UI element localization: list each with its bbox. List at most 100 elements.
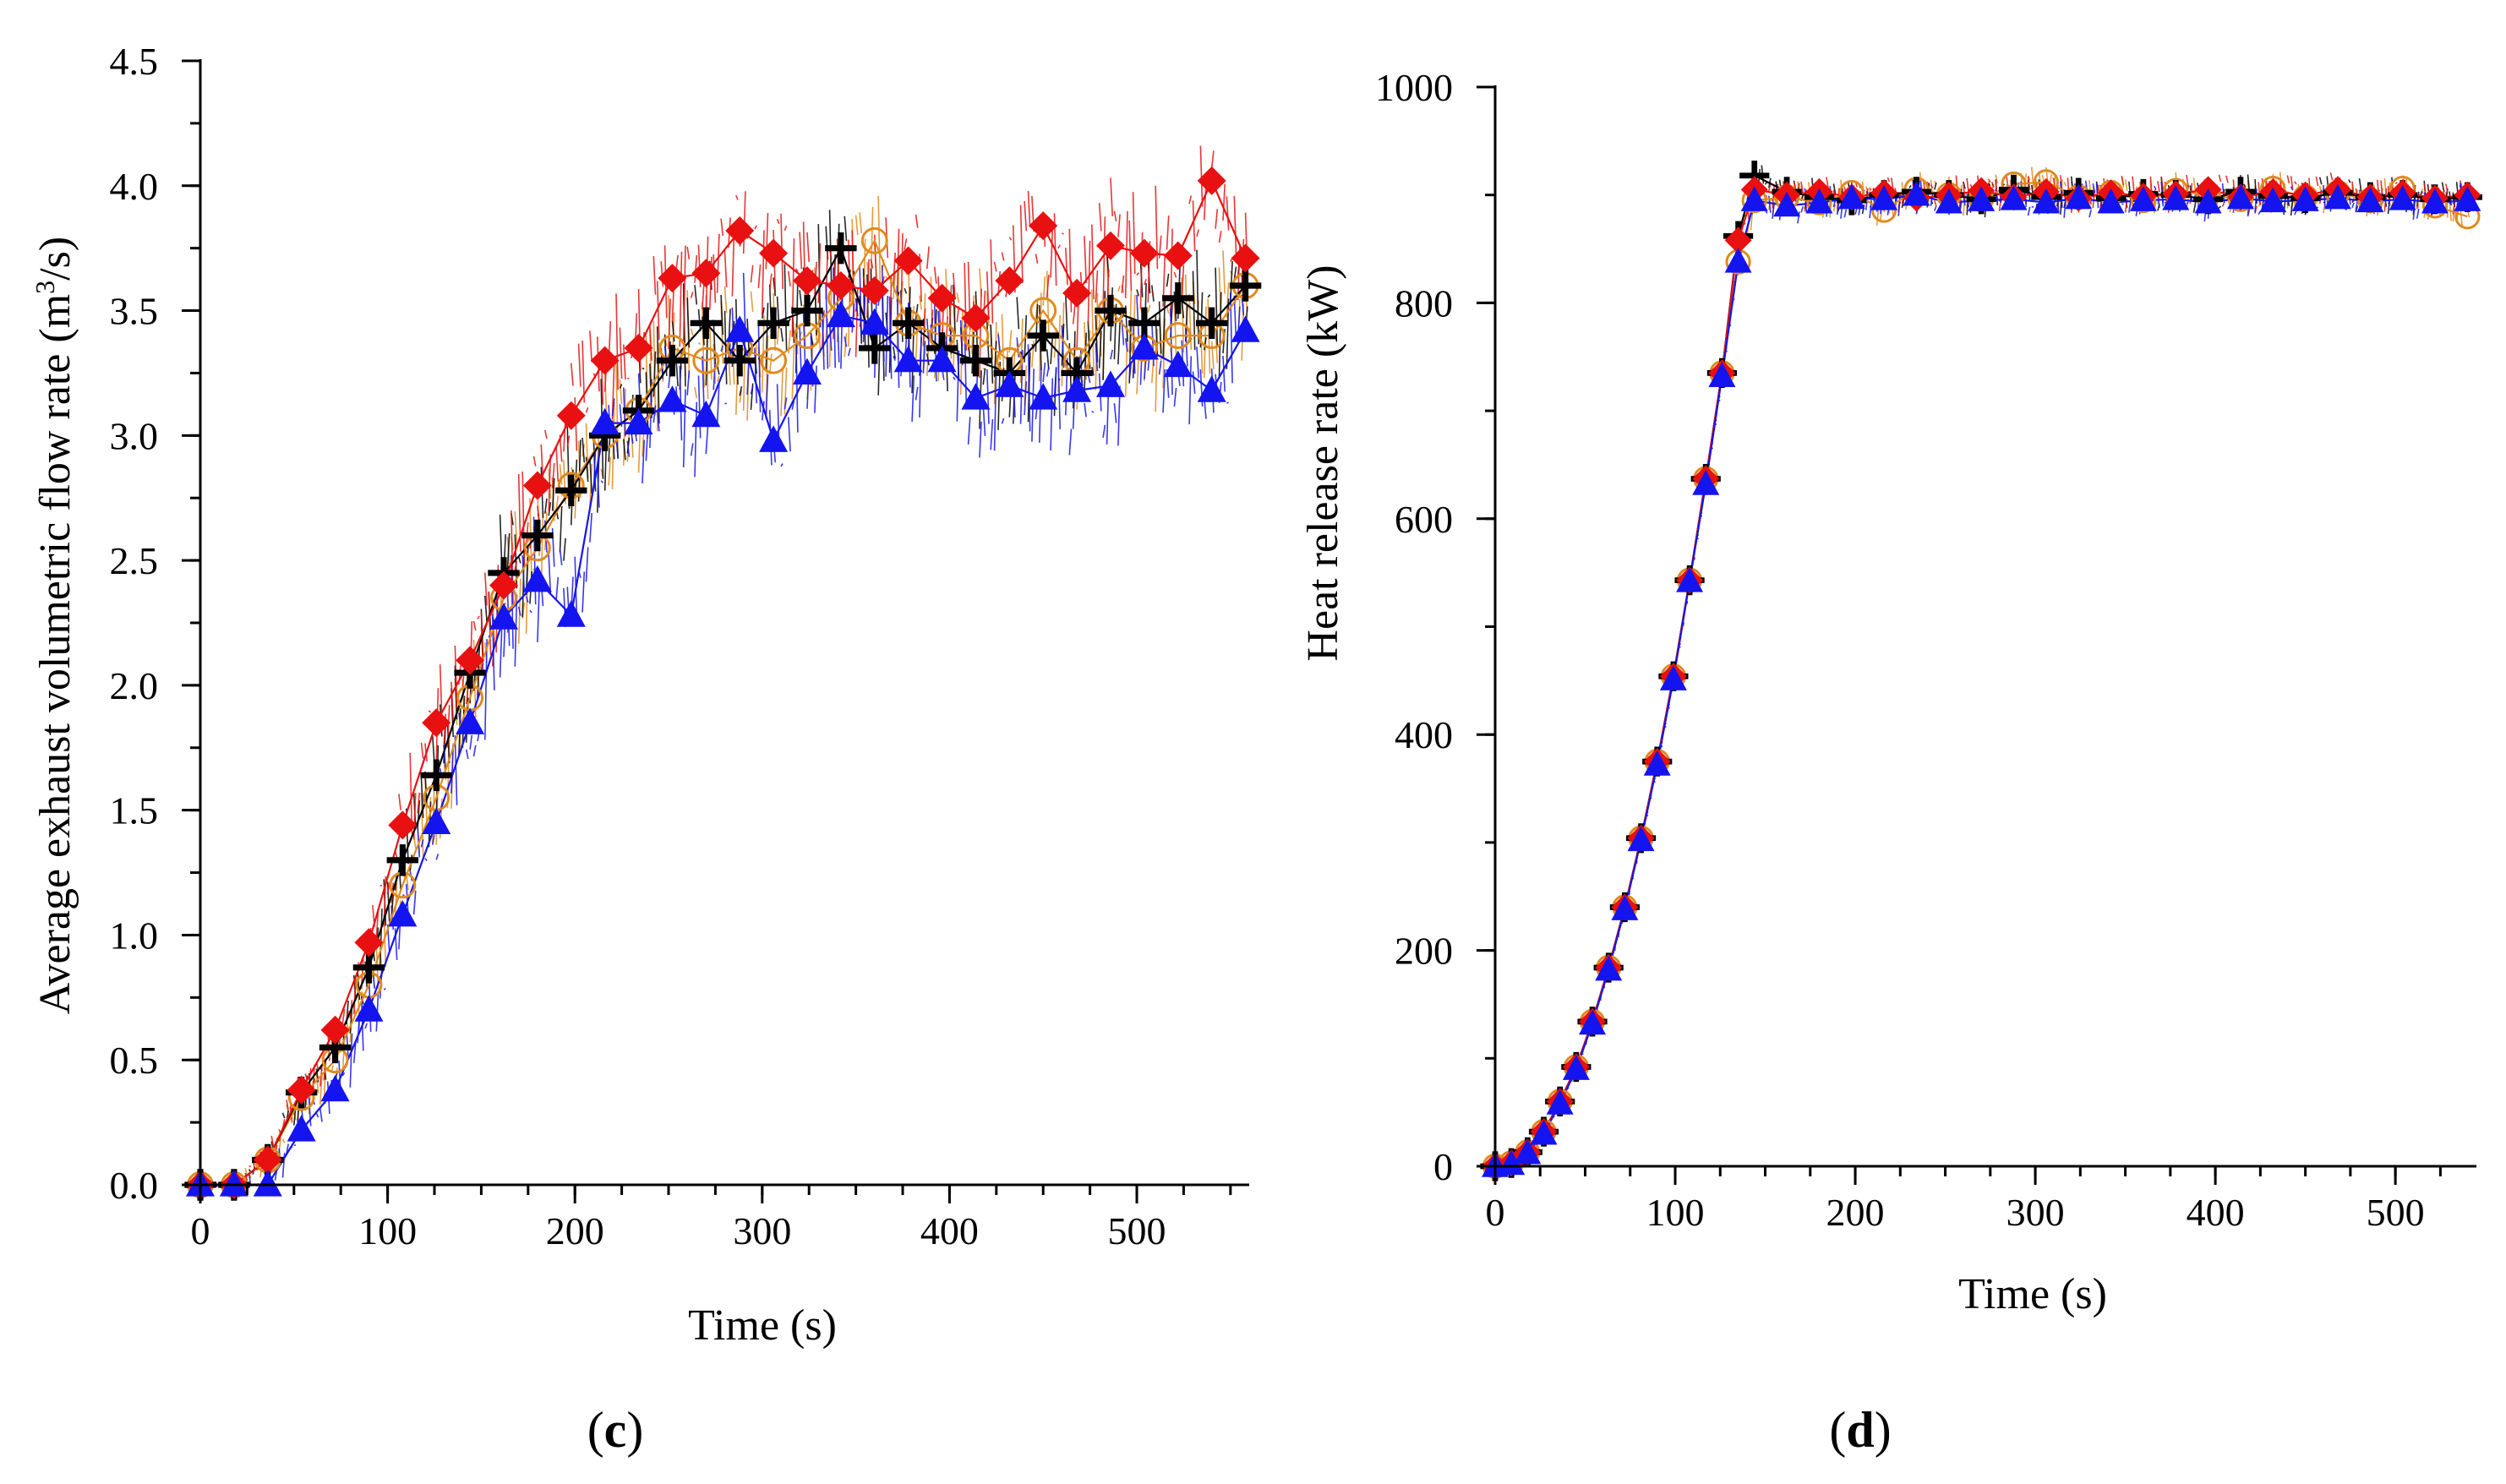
chart-c-series-line xyxy=(200,178,1247,1187)
chart-d-marker-triangle xyxy=(1935,188,1963,214)
chart-c-marker-triangle xyxy=(624,407,653,435)
chart-d-marker-triangle xyxy=(2454,186,2481,211)
chart-c-marker-plus xyxy=(656,344,689,377)
chart-d-marker-triangle xyxy=(1514,1138,1542,1165)
chart-c-marker-diamond xyxy=(860,276,889,305)
chart-c-marker-plus xyxy=(1128,307,1160,340)
chart-c-marker-triangle xyxy=(691,400,721,428)
chart-c-marker-diamond xyxy=(624,333,653,363)
chart-c-marker-circle xyxy=(1164,322,1192,350)
chart-c-marker-diamond xyxy=(995,266,1024,296)
chart-c-marker-triangle xyxy=(489,603,519,630)
chart-c-marker-triangle xyxy=(320,1074,350,1102)
chart-c-marker-triangle xyxy=(893,345,923,373)
chart-c-marker-plus xyxy=(1027,319,1059,352)
chart-c-marker-diamond xyxy=(456,646,485,675)
chart-d-marker-triangle xyxy=(2356,187,2384,213)
chart-d-series-line xyxy=(1494,194,2468,1168)
chart-c-marker-diamond xyxy=(489,570,519,600)
chart-c-y-tick-label: 0.5 xyxy=(110,1039,159,1082)
chart-d-marker-triangle xyxy=(1870,185,1898,210)
chart-c-x-tick-label: 200 xyxy=(546,1209,604,1252)
chart-c-marker-triangle xyxy=(522,565,552,592)
chart-c-marker-plus xyxy=(959,344,992,377)
chart-c-marker-plus xyxy=(319,1031,352,1064)
chart-d-marker-triangle xyxy=(1676,567,1704,592)
chart-c-marker-plus xyxy=(386,844,419,876)
chart-c-marker-diamond xyxy=(961,303,991,333)
chart-c-marker-plus xyxy=(1229,270,1262,302)
chart-c-y-tick-label: 2.0 xyxy=(110,664,159,707)
chart-d-y-tick-label: 0 xyxy=(1433,1145,1453,1188)
chart-d-marker-triangle xyxy=(1968,186,1996,211)
chart-d-series-line xyxy=(1494,181,2468,1168)
chart-c-marker-circle xyxy=(760,346,788,374)
chart-c-marker-triangle xyxy=(927,345,957,373)
chart-c-marker-triangle xyxy=(287,1115,316,1142)
chart-c-x-tick-label: 300 xyxy=(733,1209,791,1252)
chart-c-marker-diamond xyxy=(287,1075,316,1105)
chart-d-x-tick-label: 300 xyxy=(2006,1191,2065,1234)
chart-c-marker-plus xyxy=(825,232,857,265)
chart-d-y-tick-label: 400 xyxy=(1395,713,1453,756)
chart-c-marker-plus xyxy=(690,307,723,340)
chart-c-marker-plus xyxy=(791,294,823,327)
chart-d-marker-triangle xyxy=(1562,1055,1590,1080)
chart-d-marker-triangle xyxy=(2323,183,2351,210)
chart-d-y-tick-label: 800 xyxy=(1395,281,1453,325)
chart-d-noise-trace xyxy=(1494,180,2471,1168)
chart-c-x-tick-label: 500 xyxy=(1108,1209,1166,1252)
chart-c-marker-triangle xyxy=(354,995,384,1022)
chart-d-marker-triangle xyxy=(1903,180,1930,206)
chart-d-x-tick-label: 200 xyxy=(1826,1191,1885,1234)
chart-c-marker-diamond xyxy=(793,266,822,296)
chart-c-marker-plus xyxy=(859,332,891,364)
chart-d-marker-triangle xyxy=(1724,248,1752,273)
chart-d-noise-trace xyxy=(1494,172,2471,1168)
chart-c-y-tick-label: 3.5 xyxy=(110,290,159,333)
chart-c-marker-plus xyxy=(892,307,925,340)
chart-panel-d: 0 200 400 600 800 1000 0 100 200 300 400 500 Time (… xyxy=(1299,66,2482,1458)
chart-c-marker-plus xyxy=(555,474,587,507)
chart-c-series-line xyxy=(200,314,1247,1187)
chart-d-marker-triangle xyxy=(1627,826,1655,852)
chart-c-marker-triangle xyxy=(422,807,451,835)
chart-c-y-tick-label: 4.0 xyxy=(110,165,159,208)
chart-c-marker-triangle xyxy=(219,1170,248,1197)
chart-c-marker-triangle xyxy=(1062,375,1092,402)
chart-d-marker-triangle xyxy=(2389,185,2416,210)
chart-d-marker-triangle xyxy=(2194,188,2222,214)
chart-panel-c: 0.0 0.5 1.0 1.5 2.0 2.5 3.0 3.5 4.0 4.5 0 100 200 300… xyxy=(30,40,1262,1458)
chart-c-marker-diamond xyxy=(893,246,923,276)
chart-c-markers xyxy=(184,166,1262,1201)
chart-d-noise-trace xyxy=(1494,166,2471,1168)
chart-c-marker-triangle xyxy=(759,425,789,452)
chart-c-marker-triangle xyxy=(590,407,620,435)
chart-d-x-tick-label: 500 xyxy=(2367,1191,2425,1234)
chart-c-noise-trace xyxy=(200,264,1248,1196)
chart-d-marker-triangle xyxy=(1740,186,1768,211)
chart-d-marker-plus xyxy=(1739,161,1770,191)
chart-c-marker-triangle xyxy=(1129,333,1159,360)
chart-c-y-tick-label: 4.5 xyxy=(110,40,159,83)
chart-c-marker-plus xyxy=(723,344,756,377)
chart-d-marker-triangle xyxy=(2000,185,2028,210)
chart-d-series-line xyxy=(1494,174,2468,1168)
chart-c-marker-plus xyxy=(1061,357,1093,390)
chart-d-noise-trace xyxy=(1494,165,2471,1168)
chart-c-marker-diamond xyxy=(1231,243,1260,273)
chart-c-marker-triangle xyxy=(961,383,991,410)
chart-c-y-tick-label: 1.5 xyxy=(110,789,159,832)
chart-c-marker-plus xyxy=(588,419,621,452)
panel-label-d: (d) xyxy=(1829,1402,1891,1458)
chart-c-marker-diamond xyxy=(658,264,687,293)
chart-c-marker-plus xyxy=(1162,282,1194,314)
chart-d-marker-triangle xyxy=(2259,187,2287,213)
chart-c-axes: 0.0 0.5 1.0 1.5 2.0 2.5 3.0 3.5 4.0 4.5 0 100 200 300… xyxy=(110,40,1249,1252)
chart-c-marker-plus xyxy=(1195,307,1228,340)
chart-c-x-tick-label: 100 xyxy=(358,1209,417,1252)
chart-d-marker-triangle xyxy=(2032,188,2060,214)
chart-c-marker-diamond xyxy=(556,401,586,430)
chart-c-marker-diamond xyxy=(927,283,957,313)
